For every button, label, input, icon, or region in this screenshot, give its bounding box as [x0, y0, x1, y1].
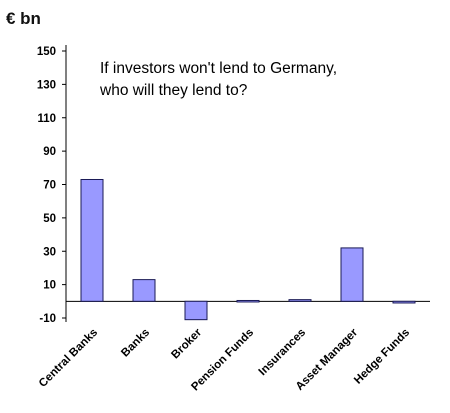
y-tick-label: 150: [37, 46, 56, 58]
y-tick-label: 50: [43, 213, 56, 225]
bar-hedge-funds: [392, 300, 416, 304]
bar-central-banks: [80, 178, 104, 302]
y-tick-label: 110: [37, 113, 56, 125]
y-tick-label: 130: [37, 79, 56, 91]
y-axis: -10 10 30 50 70 90 110 130 150: [37, 46, 66, 325]
bar-broker: [184, 300, 208, 321]
y-tick-label: 90: [43, 146, 56, 158]
bar-banks: [132, 279, 156, 302]
x-tick-label: Insurances: [257, 327, 308, 378]
bar-insurances: [288, 299, 312, 302]
x-tick-label: Hedge Funds: [352, 327, 412, 387]
y-tick-label: 30: [43, 246, 56, 258]
bar-asset-manager: [340, 247, 364, 302]
y-tick-label: 10: [43, 280, 56, 292]
bar-pension-funds: [236, 299, 260, 303]
x-tick-label: Broker: [169, 326, 204, 361]
chart-title-line-2: who will they lend to?: [99, 82, 248, 99]
y-tick-label: 70: [43, 180, 56, 192]
x-tick-label: Central Banks: [37, 327, 100, 390]
chart-title-line-1: If investors won't lend to Germany,: [100, 60, 337, 77]
x-tick-label: Banks: [119, 327, 152, 360]
y-unit-label: € bn: [6, 9, 41, 28]
y-tick-label: -10: [39, 313, 56, 325]
bars: [66, 178, 430, 321]
